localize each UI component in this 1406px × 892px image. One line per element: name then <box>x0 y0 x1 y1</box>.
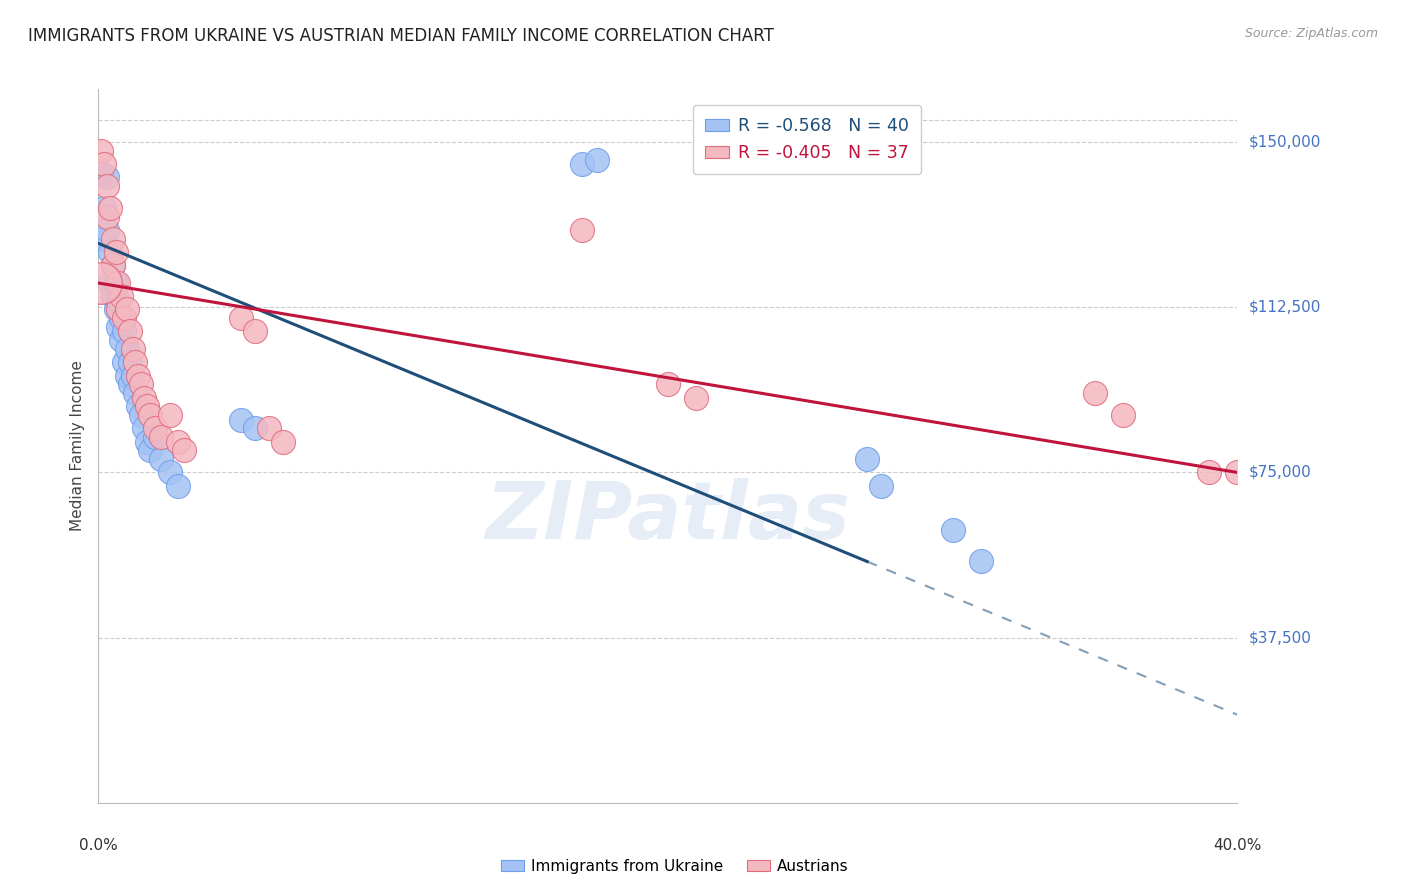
Point <box>101 259 124 273</box>
Point <box>96 179 118 194</box>
Point <box>118 325 141 339</box>
Point <box>229 412 252 426</box>
Point <box>138 443 160 458</box>
Point <box>121 342 143 356</box>
Point <box>98 276 121 290</box>
Point <box>118 355 141 369</box>
Point <box>127 400 149 414</box>
Point <box>1112 408 1135 422</box>
Point <box>167 434 190 449</box>
Point <box>110 333 132 347</box>
Point <box>98 245 121 260</box>
Text: IMMIGRANTS FROM UKRAINE VS AUSTRIAN MEDIAN FAMILY INCOME CORRELATION CHART: IMMIGRANTS FROM UKRAINE VS AUSTRIAN MEDI… <box>28 27 773 45</box>
Point <box>104 276 127 290</box>
Point <box>104 245 127 260</box>
Point <box>90 144 112 158</box>
Text: $37,500: $37,500 <box>1249 630 1312 645</box>
Point <box>127 368 149 383</box>
Point <box>159 408 181 422</box>
Point <box>243 421 266 435</box>
Point <box>107 302 129 317</box>
Point <box>129 377 152 392</box>
Point <box>132 391 155 405</box>
Point <box>101 259 124 273</box>
Point <box>104 302 127 317</box>
Point <box>98 201 121 215</box>
Point <box>118 377 141 392</box>
Point <box>96 210 118 224</box>
Point <box>870 478 893 492</box>
Point <box>585 153 607 167</box>
Point <box>685 391 707 405</box>
Point <box>1198 466 1220 480</box>
Point <box>229 311 252 326</box>
Point <box>93 157 115 171</box>
Point <box>115 302 138 317</box>
Text: Source: ZipAtlas.com: Source: ZipAtlas.com <box>1244 27 1378 40</box>
Point <box>259 421 281 435</box>
Text: $75,000: $75,000 <box>1249 465 1312 480</box>
Point <box>93 232 115 246</box>
Point <box>112 325 135 339</box>
Point <box>90 166 112 180</box>
Point <box>110 289 132 303</box>
Point <box>856 452 879 467</box>
Point <box>150 452 173 467</box>
Point <box>571 157 593 171</box>
Point <box>657 377 679 392</box>
Point <box>112 355 135 369</box>
Point <box>1226 466 1249 480</box>
Legend: Immigrants from Ukraine, Austrians: Immigrants from Ukraine, Austrians <box>495 853 855 880</box>
Point <box>115 342 138 356</box>
Point <box>112 311 135 326</box>
Point <box>135 434 157 449</box>
Point <box>942 523 965 537</box>
Point <box>173 443 195 458</box>
Point <box>243 325 266 339</box>
Point <box>93 201 115 215</box>
Text: 0.0%: 0.0% <box>79 838 118 853</box>
Point <box>121 368 143 383</box>
Point <box>107 276 129 290</box>
Point <box>145 421 167 435</box>
Point <box>145 430 167 444</box>
Point <box>96 223 118 237</box>
Point <box>90 276 112 290</box>
Point <box>107 320 129 334</box>
Text: $112,500: $112,500 <box>1249 300 1320 315</box>
Point <box>107 293 129 308</box>
Point <box>124 355 146 369</box>
Point <box>135 400 157 414</box>
Point <box>970 553 993 567</box>
Legend: R = -0.568   N = 40, R = -0.405   N = 37: R = -0.568 N = 40, R = -0.405 N = 37 <box>693 105 921 174</box>
Point <box>96 170 118 185</box>
Point <box>132 421 155 435</box>
Point <box>115 368 138 383</box>
Text: 40.0%: 40.0% <box>1213 838 1261 853</box>
Point <box>110 311 132 326</box>
Point <box>150 430 173 444</box>
Point <box>571 223 593 237</box>
Point <box>138 408 160 422</box>
Point <box>129 408 152 422</box>
Text: $150,000: $150,000 <box>1249 135 1320 150</box>
Point <box>159 466 181 480</box>
Point <box>273 434 295 449</box>
Point <box>101 289 124 303</box>
Point <box>101 232 124 246</box>
Text: ZIPatlas: ZIPatlas <box>485 478 851 557</box>
Point <box>167 478 190 492</box>
Y-axis label: Median Family Income: Median Family Income <box>69 360 84 532</box>
Point <box>124 386 146 401</box>
Point <box>1084 386 1107 401</box>
